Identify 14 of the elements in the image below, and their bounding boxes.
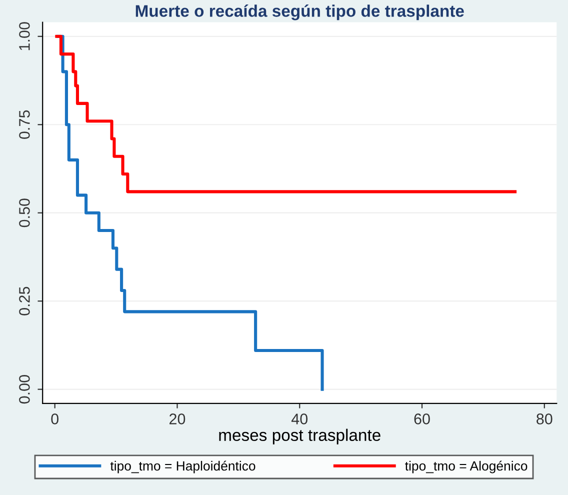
y-tick-label: 0.25 — [19, 286, 30, 316]
chart-title: Muerte o recaída según tipo de trasplante — [136, 4, 464, 20]
x-tick-label: 40 — [291, 414, 308, 424]
x-tick-label: 80 — [536, 414, 552, 424]
x-tick-label: 0 — [51, 414, 58, 424]
x-tick-label: 60 — [414, 414, 430, 424]
legend-label: tipo_tmo = Alogénico — [405, 460, 528, 474]
legend-label: tipo_tmo = Haploidéntico — [110, 460, 256, 474]
y-tick-label: 0.75 — [19, 110, 30, 139]
y-tick-label: 0.00 — [19, 375, 30, 404]
x-axis-title: meses post trasplante — [219, 428, 380, 444]
y-tick-label: 1.00 — [19, 22, 30, 50]
x-tick-label: 20 — [170, 414, 186, 424]
y-tick-label: 0.50 — [19, 198, 30, 228]
